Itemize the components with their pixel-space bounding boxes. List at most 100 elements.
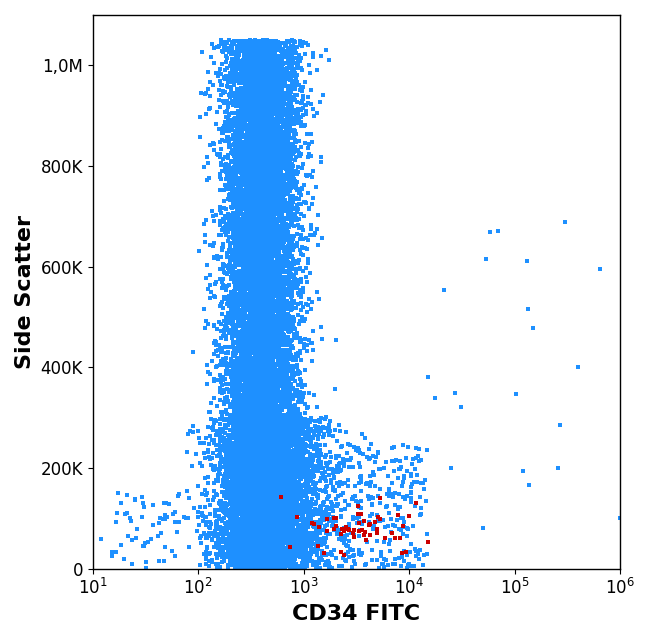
Point — [237, 203, 248, 213]
Point — [254, 408, 265, 418]
Point — [273, 494, 283, 504]
Point — [262, 528, 272, 539]
Point — [288, 245, 298, 255]
Point — [289, 465, 299, 475]
Point — [256, 167, 266, 178]
Point — [223, 537, 233, 548]
Point — [261, 385, 272, 395]
Point — [245, 197, 255, 207]
Point — [275, 271, 285, 281]
Point — [220, 323, 230, 333]
Point — [261, 479, 271, 489]
Point — [320, 521, 331, 531]
Point — [258, 340, 268, 350]
Point — [265, 141, 275, 151]
Point — [255, 506, 266, 516]
Point — [259, 402, 270, 412]
Point — [250, 102, 261, 112]
Point — [269, 247, 280, 258]
Point — [253, 481, 263, 491]
Point — [271, 478, 281, 488]
Point — [256, 354, 266, 364]
Point — [265, 435, 275, 445]
Point — [235, 534, 246, 544]
Point — [260, 373, 270, 383]
Point — [219, 488, 229, 498]
Point — [251, 223, 261, 233]
Point — [258, 262, 268, 272]
Point — [267, 537, 278, 547]
Point — [237, 177, 248, 187]
Point — [268, 164, 279, 174]
Point — [256, 560, 266, 570]
Point — [235, 189, 246, 199]
Point — [246, 180, 257, 190]
Point — [260, 468, 270, 479]
Point — [244, 466, 254, 477]
Point — [276, 107, 286, 118]
Point — [224, 247, 235, 257]
Point — [233, 493, 244, 504]
Point — [252, 338, 262, 348]
Point — [235, 60, 246, 70]
Point — [228, 130, 239, 140]
Point — [283, 484, 294, 495]
Point — [298, 536, 309, 546]
Point — [278, 433, 288, 443]
Point — [240, 430, 251, 440]
Point — [263, 445, 273, 456]
Point — [283, 107, 293, 117]
Point — [234, 248, 244, 258]
Point — [291, 450, 301, 460]
Point — [248, 214, 258, 224]
Point — [233, 562, 244, 572]
Point — [280, 440, 290, 450]
Point — [254, 439, 265, 449]
Point — [275, 449, 285, 459]
Point — [281, 424, 291, 434]
Point — [248, 527, 258, 537]
Point — [272, 494, 282, 504]
Point — [241, 323, 252, 333]
Point — [283, 311, 294, 321]
Point — [296, 523, 307, 534]
Point — [261, 374, 271, 384]
Point — [265, 500, 275, 510]
Point — [273, 197, 283, 207]
Point — [197, 489, 207, 499]
Point — [266, 499, 277, 509]
Point — [225, 560, 235, 570]
Point — [242, 112, 253, 122]
Point — [231, 365, 242, 375]
Point — [269, 162, 280, 172]
Point — [222, 540, 232, 550]
Point — [270, 456, 280, 466]
Point — [260, 331, 270, 341]
Point — [384, 508, 395, 518]
Point — [411, 498, 421, 509]
Point — [254, 483, 264, 493]
Point — [231, 512, 242, 522]
Point — [277, 293, 287, 304]
Point — [250, 535, 260, 546]
Point — [285, 240, 295, 250]
Point — [263, 189, 274, 199]
Point — [255, 467, 265, 477]
Point — [267, 225, 278, 235]
Point — [251, 536, 261, 546]
Point — [243, 389, 254, 399]
Point — [256, 519, 266, 529]
Point — [227, 357, 238, 367]
Point — [276, 51, 287, 61]
Point — [265, 495, 275, 505]
Point — [252, 261, 262, 272]
Point — [256, 506, 266, 516]
Point — [249, 237, 259, 247]
Point — [341, 549, 351, 559]
Point — [356, 509, 367, 520]
Point — [222, 263, 233, 273]
Point — [235, 95, 246, 105]
Point — [284, 425, 294, 435]
Point — [266, 325, 276, 335]
Point — [266, 481, 277, 491]
